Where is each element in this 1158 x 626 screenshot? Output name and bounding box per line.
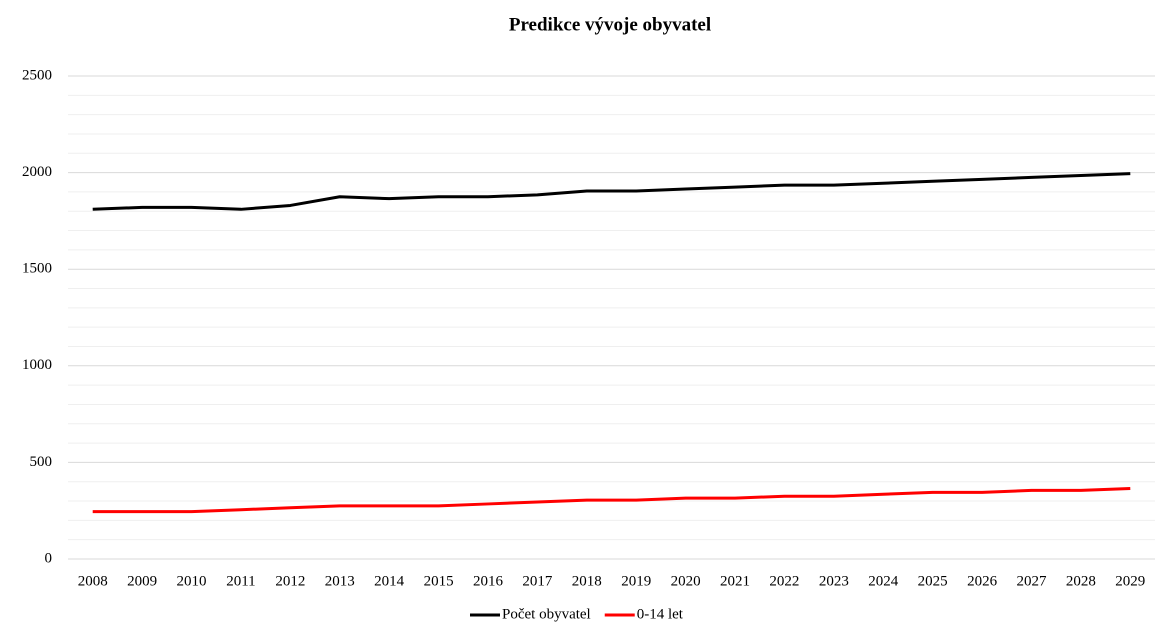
x-tick-label: 2010 [177, 573, 207, 589]
y-tick-label: 0 [45, 550, 53, 566]
legend-label: Počet obyvatel [502, 606, 591, 622]
x-tick-label: 2023 [819, 573, 849, 589]
chart-title: Predikce vývoje obyvatel [509, 14, 711, 35]
y-tick-label: 2000 [22, 164, 52, 180]
x-tick-label: 2017 [522, 573, 553, 589]
x-tick-label: 2013 [325, 573, 355, 589]
x-tick-label: 2009 [127, 573, 157, 589]
x-tick-label: 2015 [424, 573, 454, 589]
series-line [92, 486, 1131, 514]
x-tick-label: 2014 [374, 573, 405, 589]
x-tick-label: 2011 [226, 573, 255, 589]
x-tick-label: 2019 [621, 573, 651, 589]
y-tick-label: 1000 [22, 357, 52, 373]
x-tick-label: 2025 [918, 573, 948, 589]
x-tick-label: 2026 [967, 573, 998, 589]
x-tick-label: 2029 [1115, 573, 1145, 589]
y-tick-label: 1500 [22, 261, 52, 277]
x-tick-label: 2020 [671, 573, 701, 589]
x-tick-label: 2008 [78, 573, 108, 589]
x-tick-label: 2022 [769, 573, 799, 589]
legend-label: 0-14 let [637, 606, 684, 622]
x-tick-label: 2028 [1066, 573, 1096, 589]
x-tick-label: 2024 [868, 573, 899, 589]
x-tick-label: 2012 [275, 573, 305, 589]
y-tick-label: 500 [30, 454, 53, 470]
x-tick-label: 2016 [473, 573, 504, 589]
x-tick-label: 2018 [572, 573, 602, 589]
y-tick-label: 2500 [22, 67, 52, 83]
x-tick-label: 2021 [720, 573, 750, 589]
series-line [92, 172, 1131, 211]
x-tick-label: 2027 [1016, 573, 1047, 589]
